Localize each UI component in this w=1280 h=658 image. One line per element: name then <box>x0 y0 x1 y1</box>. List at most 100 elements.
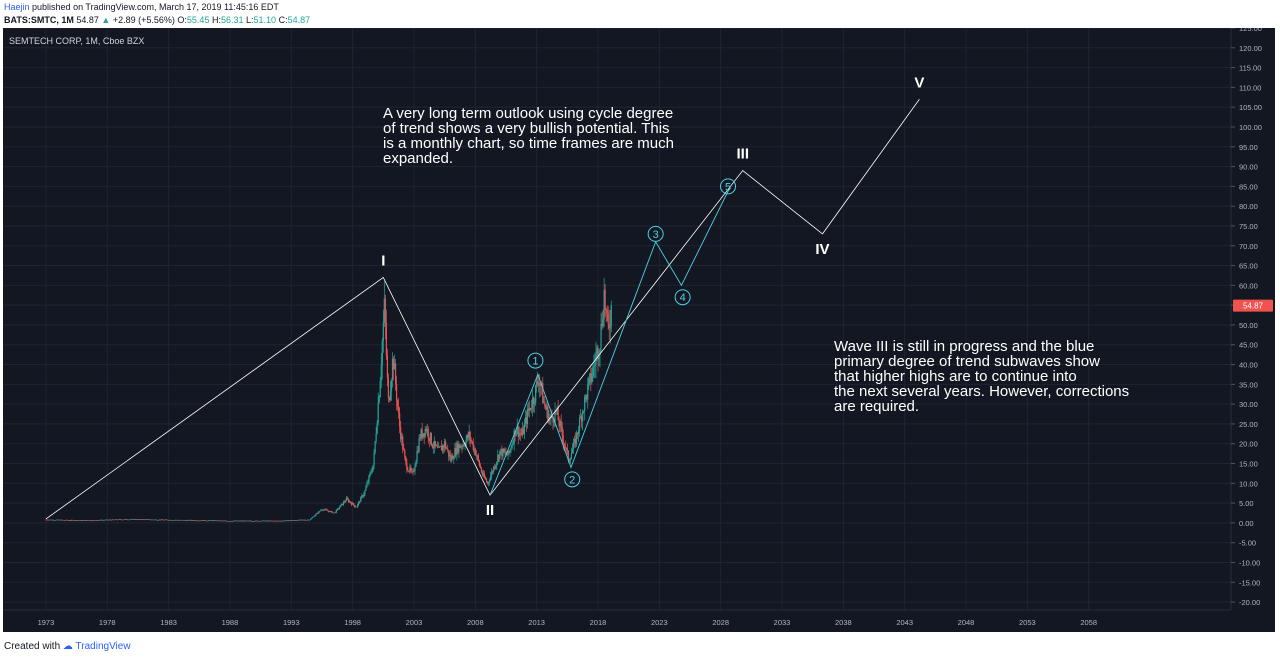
candle-body <box>320 510 322 511</box>
candle-body <box>47 519 49 521</box>
candle-body <box>119 519 122 521</box>
candle-body <box>210 520 213 522</box>
candle-body <box>444 441 446 448</box>
candle-body <box>90 520 92 521</box>
price-tick-label: 35.00 <box>1239 380 1258 389</box>
time-axis[interactable]: 1973 1978 1983 1988 1993 1998 2003 2008 2013 2018… <box>38 618 1097 627</box>
candle-body <box>535 385 537 403</box>
candle-body <box>212 520 215 521</box>
created-with-text: Created with <box>4 641 61 652</box>
candle-body <box>139 519 141 520</box>
candlestick-series <box>45 277 612 522</box>
wave-note-line: that higher highs are to continue into <box>834 368 1077 385</box>
time-tick-label: 1998 <box>344 618 361 627</box>
candle-body <box>593 366 595 367</box>
candle-body <box>186 520 188 521</box>
candle-body <box>313 516 315 518</box>
candle-body <box>348 501 351 503</box>
candle-body <box>300 519 303 521</box>
candle-body <box>369 472 371 476</box>
candle-body <box>454 448 456 459</box>
candle-body <box>50 519 52 521</box>
candle-body <box>92 520 94 522</box>
primary-subwave-line <box>489 186 731 496</box>
candle-body <box>349 501 352 503</box>
candle-body <box>494 466 496 469</box>
candle-body <box>475 455 477 456</box>
candle-body <box>340 503 342 506</box>
candle-body <box>150 519 152 521</box>
candle-body <box>257 520 260 522</box>
candle-body <box>284 520 286 522</box>
candle-body <box>438 446 441 448</box>
candle-body <box>160 519 163 521</box>
candle-body <box>169 519 171 521</box>
outlook-note: A very long term outlook using cycle deg… <box>383 105 678 167</box>
candle-body <box>225 520 227 522</box>
candle-body <box>482 473 485 476</box>
candle-body <box>192 520 194 521</box>
candle-body <box>496 461 498 466</box>
candle-body <box>214 520 216 521</box>
candle-body <box>55 519 57 521</box>
candle-body <box>71 520 74 521</box>
candle-body <box>269 520 271 522</box>
candle-body <box>132 519 134 520</box>
tradingview-brand[interactable]: TradingView <box>75 641 131 652</box>
chart-area[interactable]: I II III IV V 1 2 3 4 5 -20.00 -15.00 -10.00 -5.00 0.… <box>3 24 1275 632</box>
candle-body <box>427 428 429 439</box>
candle-body <box>500 449 502 451</box>
candle-body <box>297 519 300 521</box>
subwave-circle <box>674 289 691 306</box>
candle-body <box>459 444 461 448</box>
candle-body <box>398 406 400 414</box>
candle-body <box>278 520 280 522</box>
candle-body <box>432 447 434 449</box>
cycle-wave-label: I <box>381 252 385 269</box>
candle-body <box>499 450 501 459</box>
candle-body <box>597 347 599 360</box>
author-link[interactable]: Haejin <box>4 2 30 12</box>
candle-body <box>370 472 372 473</box>
candle-body <box>531 397 534 409</box>
time-tick-label: 2028 <box>712 618 729 627</box>
subwave-label: 4 <box>680 292 686 304</box>
candle-body <box>429 432 431 441</box>
candle-body <box>390 380 393 392</box>
candle-body <box>89 520 91 522</box>
candle-body <box>497 454 499 462</box>
candle-body <box>506 454 508 456</box>
candle-body <box>327 510 329 512</box>
candle-body <box>114 519 117 521</box>
open-value: 55.45 <box>186 15 210 25</box>
candle-body <box>530 408 533 410</box>
candle-body <box>79 520 81 522</box>
candle-body <box>295 520 298 521</box>
candle-body <box>540 383 542 387</box>
candle-body <box>67 520 70 521</box>
publish-header: Haejin published on TradingView.com, Mar… <box>0 0 1280 28</box>
candle-body <box>241 520 243 522</box>
candle-body <box>318 511 320 514</box>
candle-body <box>118 519 121 521</box>
candle-body <box>456 443 458 455</box>
candle-body <box>558 420 560 427</box>
candle-body <box>58 519 60 521</box>
candle-body <box>524 417 527 424</box>
candle-body <box>226 520 228 522</box>
candle-body <box>346 497 349 500</box>
price-axis[interactable]: -20.00 -15.00 -10.00 -5.00 0.00 5.00 10.00 15.0… <box>1231 24 1262 607</box>
candle-body <box>368 475 370 483</box>
candle-body <box>470 440 472 442</box>
candle-body <box>314 515 316 517</box>
candle-body <box>151 519 153 521</box>
candle-body <box>175 519 177 521</box>
candle-body <box>159 519 162 521</box>
candle-body <box>562 435 564 444</box>
candle-body <box>107 519 109 521</box>
candle-body <box>202 520 204 521</box>
candle-body <box>601 323 603 326</box>
candle-body <box>439 446 442 447</box>
candle-body <box>136 519 138 521</box>
